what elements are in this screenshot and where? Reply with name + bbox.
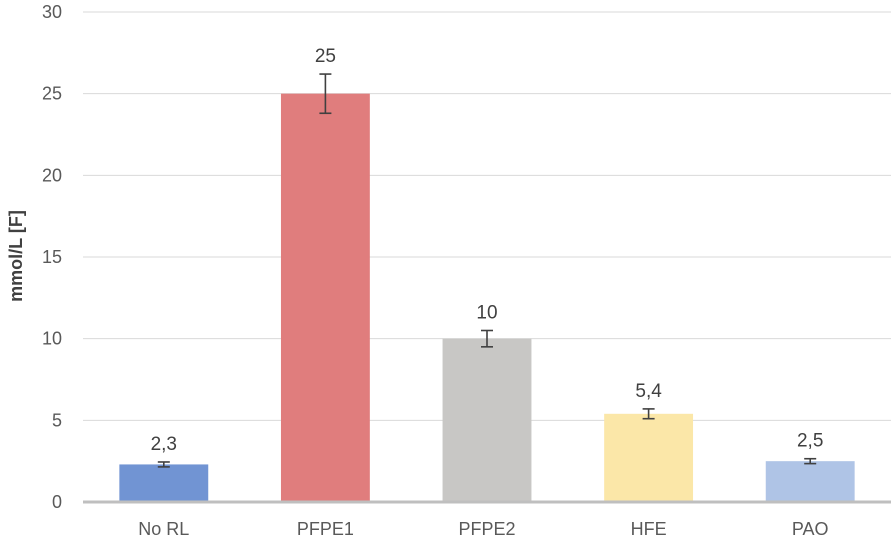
y-tick-label: 25 (42, 84, 62, 104)
bar-hfe (604, 413, 694, 502)
x-category-label: PFPE2 (458, 519, 515, 539)
bars (119, 93, 855, 503)
bar-pfpe2 (442, 338, 532, 502)
bar-no-rl (119, 464, 209, 502)
x-category-label: PFPE1 (297, 519, 354, 539)
error-bar (157, 461, 170, 468)
bar-pfpe1 (280, 93, 370, 503)
data-label: 2,5 (797, 431, 823, 452)
data-label: 2,3 (151, 434, 177, 455)
data-labels: 2,3 25 10 5,4 2,5 (151, 46, 824, 455)
y-tick-label: 30 (42, 2, 62, 22)
data-label: 5,4 (635, 381, 662, 402)
y-tick-label: 20 (42, 165, 62, 185)
error-bar (481, 329, 493, 348)
bar-pao (765, 461, 855, 502)
gridlines (83, 11, 891, 421)
error-bar (804, 457, 817, 465)
error-bar (642, 408, 655, 420)
x-axis-labels: No RL PFPE1 PFPE2 HFE PAO (138, 519, 828, 539)
y-tick-label: 15 (42, 247, 62, 267)
error-bar (319, 73, 332, 115)
y-tick-label: 0 (52, 492, 62, 512)
x-category-label: No RL (138, 519, 189, 539)
y-tick-label: 10 (42, 329, 62, 349)
y-tick-label: 5 (52, 410, 62, 430)
error-bars (157, 73, 817, 468)
data-label: 25 (315, 46, 336, 67)
data-label: 10 (476, 303, 497, 324)
y-axis-ticks: 0 5 10 15 20 25 30 (42, 2, 62, 512)
y-axis-title: mmol/L [F] (6, 210, 26, 302)
x-category-label: PAO (792, 519, 829, 539)
x-category-label: HFE (631, 519, 667, 539)
